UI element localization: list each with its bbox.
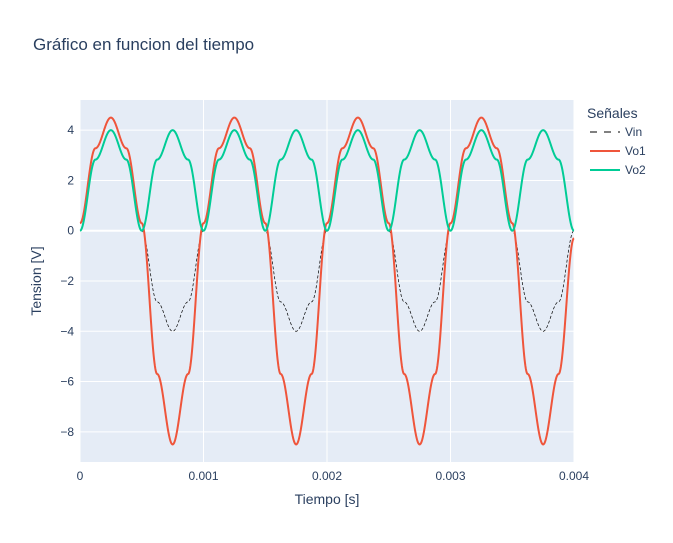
y-tick-label: −6 [60, 375, 74, 389]
legend-label: Vin [625, 125, 642, 139]
y-tick-label: −4 [60, 324, 74, 338]
x-axis-title: Tiempo [s] [295, 491, 360, 507]
x-tick-label: 0.004 [559, 469, 589, 483]
x-axis: 0 0.001 0.002 0.003 0.004 [77, 469, 590, 483]
x-tick-label: 0 [77, 469, 84, 483]
y-axis-title: Tension [V] [28, 246, 44, 315]
y-tick-label: −2 [60, 274, 74, 288]
legend-label: Vo1 [625, 144, 646, 158]
y-axis: 4 2 0 −2 −4 −6 −8 [60, 123, 74, 439]
legend-item-vo1[interactable]: Vo1 [590, 144, 646, 158]
series-line-vo1 [79, 116, 575, 446]
legend-label: Vo2 [625, 163, 646, 177]
y-tick-label: 0 [67, 224, 74, 238]
x-tick-label: 0.002 [312, 469, 342, 483]
series-line-vo2 [79, 129, 575, 232]
y-tick-label: 4 [67, 123, 74, 137]
chart-title: Gráfico en funcion del tiempo [33, 35, 254, 54]
legend[interactable]: Señales Vin Vo1 Vo2 [587, 105, 646, 177]
legend-title: Señales [587, 105, 638, 121]
series-lines [79, 116, 575, 446]
y-tick-label: 2 [67, 173, 74, 187]
x-tick-label: 0.001 [188, 469, 218, 483]
legend-item-vo2[interactable]: Vo2 [590, 163, 646, 177]
y-tick-label: −8 [60, 425, 74, 439]
legend-item-vin[interactable]: Vin [590, 125, 642, 139]
x-tick-label: 0.003 [435, 469, 465, 483]
